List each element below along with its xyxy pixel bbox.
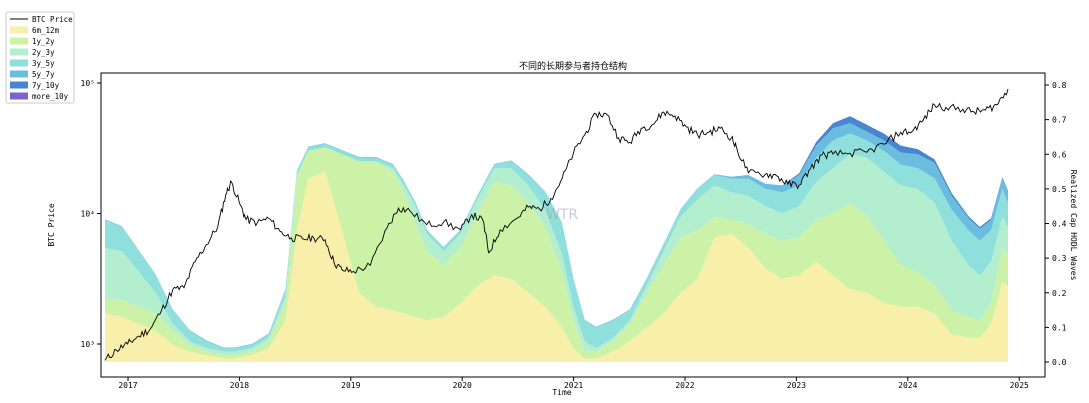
right-tick-label: 0.6 <box>1052 150 1067 159</box>
legend-swatch <box>10 81 28 89</box>
x-axis-label: Time <box>552 388 571 397</box>
legend-label: 7y_10y <box>32 81 60 90</box>
legend: BTC Price 6m_12m 1y_2y 2y_3y 3y_5y 5y_7y 7y_10… <box>5 11 75 104</box>
right-tick-label: 0.1 <box>1052 323 1067 332</box>
x-tick-label: 2023 <box>787 381 806 390</box>
legend-swatch <box>10 48 28 56</box>
legend-box <box>5 11 75 104</box>
area-6m-12m <box>105 171 1008 362</box>
right-tick-label: 0.7 <box>1052 116 1067 125</box>
x-tick-label: 2018 <box>230 381 249 390</box>
btc-price-line <box>104 88 1009 361</box>
legend-swatch <box>10 59 28 67</box>
right-tick-label: 0.4 <box>1052 220 1067 229</box>
right-tick-label: 0.2 <box>1052 289 1067 298</box>
x-tick-label: 2017 <box>118 381 137 390</box>
legend-label: 5y_7y <box>32 70 55 79</box>
btc-price-series <box>104 88 1009 361</box>
left-axis-ticks: 10³ 10⁴ 10⁵ <box>81 79 101 349</box>
chart-title: 不同的长期参与者持仓结构 <box>519 60 627 72</box>
area-2y-3y <box>105 147 1008 356</box>
legend-swatch <box>10 26 28 34</box>
right-tick-label: 0.5 <box>1052 185 1067 194</box>
watermark: WTR <box>546 207 578 223</box>
legend-label: BTC Price <box>32 15 73 24</box>
legend-swatch <box>10 70 28 78</box>
left-tick-label: 10⁴ <box>81 210 95 219</box>
right-axis-ticks: 0.0 0.1 0.2 0.3 0.4 0.5 0.6 0.7 0.8 <box>1045 81 1067 367</box>
legend-swatch <box>10 37 28 45</box>
x-tick-label: 2024 <box>898 381 917 390</box>
hodl-area-layers <box>105 116 1008 362</box>
legend-label: 3y_5y <box>32 59 55 68</box>
x-tick-label: 2020 <box>453 381 472 390</box>
area-1y-2y <box>105 147 1008 359</box>
right-axis-label: Realized Cap HODL Waves <box>1069 170 1078 281</box>
legend-label: 6m_12m <box>32 26 60 35</box>
legend-label: 1y_2y <box>32 37 55 46</box>
legend-label: 2y_3y <box>32 48 55 57</box>
x-tick-label: 2025 <box>1010 381 1029 390</box>
right-tick-label: 0.3 <box>1052 254 1067 263</box>
x-tick-label: 2019 <box>341 381 360 390</box>
plot-frame <box>100 72 1046 378</box>
left-axis-label: BTC Price <box>47 203 56 247</box>
legend-label: more_10y <box>32 92 69 101</box>
left-tick-label: 10⁵ <box>81 79 95 88</box>
right-tick-label: 0.8 <box>1052 81 1067 90</box>
x-tick-label: 2022 <box>675 381 694 390</box>
right-tick-label: 0.0 <box>1052 358 1067 367</box>
left-tick-label: 10³ <box>81 340 95 349</box>
x-axis-ticks: 2017 2018 2019 2020 2021 2022 2023 2024 2025 <box>118 377 1029 390</box>
legend-swatch <box>10 92 28 100</box>
x-tick-label: 2021 <box>564 381 583 390</box>
